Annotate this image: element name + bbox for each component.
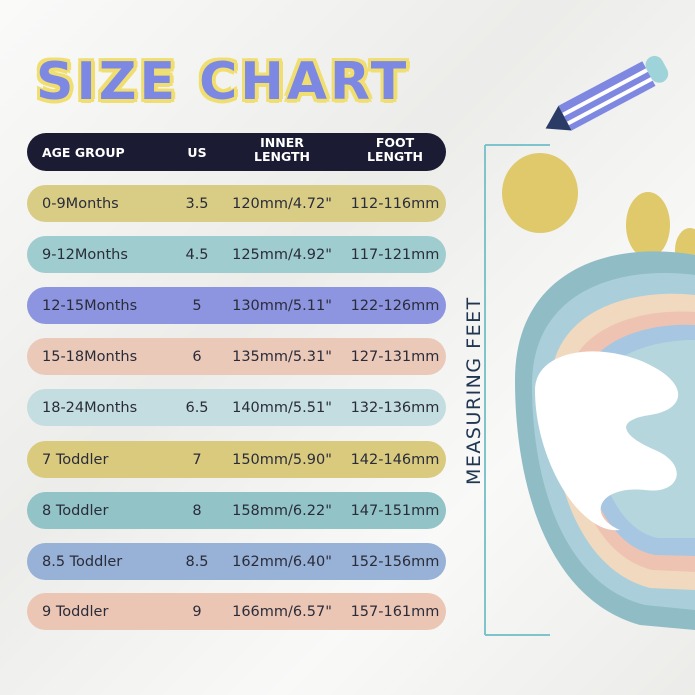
header-inner-2: LENGTH [254, 149, 310, 164]
table-row: 12-15Months 5 130mm/5.11" 122-126mm [27, 287, 446, 324]
age-cell: 9-12Months [42, 246, 128, 263]
inner-length-cell: 162mm/6.40" [232, 553, 332, 570]
table-header: AGE GROUP US INNER LENGTH FOOT LENGTH [27, 133, 446, 171]
table-row: 15-18Months 6 135mm/5.31" 127-131mm [27, 338, 446, 375]
inner-length-cell: 135mm/5.31" [232, 348, 332, 365]
table-row: 8 Toddler 8 158mm/6.22" 147-151mm [27, 492, 446, 529]
age-cell: 7 Toddler [42, 451, 109, 468]
age-cell: 8.5 Toddler [42, 553, 123, 570]
inner-length-cell: 140mm/5.51" [232, 399, 332, 416]
header-us: US [187, 145, 207, 160]
foot-length-cell: 122-126mm [350, 297, 440, 314]
header-inner-1: INNER [260, 135, 304, 150]
foot-length-cell: 112-116mm [350, 195, 440, 212]
foot-length-cell: 132-136mm [350, 399, 440, 416]
age-cell: 0-9Months [42, 195, 119, 212]
header-foot-1: FOOT [375, 135, 415, 150]
header-foot-length: FOOT LENGTH [345, 136, 445, 164]
foot-length-cell: 152-156mm [350, 553, 440, 570]
side-label: MEASURING FEET [463, 296, 485, 485]
table-row: 0-9Months 3.5 120mm/4.72" 112-116mm [27, 185, 446, 222]
us-size-cell: 5 [192, 297, 202, 314]
inner-length-cell: 158mm/6.22" [232, 502, 332, 519]
foot-length-cell: 147-151mm [350, 502, 440, 519]
us-size-cell: 9 [192, 603, 202, 620]
us-size-cell: 7 [192, 451, 202, 468]
us-size-cell: 8.5 [185, 553, 209, 570]
us-size-cell: 6.5 [185, 399, 209, 416]
inner-length-cell: 125mm/4.92" [232, 246, 332, 263]
header-inner-length: INNER LENGTH [217, 136, 347, 164]
age-cell: 15-18Months [42, 348, 138, 365]
table-row: 9 Toddler 9 166mm/6.57" 157-161mm [27, 593, 446, 630]
foot-length-cell: 142-146mm [350, 451, 440, 468]
us-size-cell: 3.5 [185, 195, 209, 212]
age-cell: 9 Toddler [42, 603, 109, 620]
header-age-group: AGE GROUP [42, 145, 125, 160]
us-size-cell: 4.5 [185, 246, 209, 263]
table-row: 9-12Months 4.5 125mm/4.92" 117-121mm [27, 236, 446, 273]
us-size-cell: 6 [192, 348, 202, 365]
header-foot-2: LENGTH [367, 149, 423, 164]
inner-length-cell: 150mm/5.90" [232, 451, 332, 468]
foot-length-cell: 127-131mm [350, 348, 440, 365]
table-row: 18-24Months 6.5 140mm/5.51" 132-136mm [27, 389, 446, 426]
inner-length-cell: 166mm/6.57" [232, 603, 332, 620]
age-cell: 8 Toddler [42, 502, 109, 519]
age-cell: 12-15Months [42, 297, 138, 314]
foot-shape [515, 251, 695, 630]
page-title: SIZE CHART [36, 52, 410, 112]
foot-length-cell: 157-161mm [350, 603, 440, 620]
pencil-icon [545, 55, 669, 131]
foot-length-cell: 117-121mm [350, 246, 440, 263]
table-row: 7 Toddler 7 150mm/5.90" 142-146mm [27, 441, 446, 478]
us-size-cell: 8 [192, 502, 202, 519]
age-cell: 18-24Months [42, 399, 138, 416]
foot-illustration: MEASURING FEET [463, 55, 695, 636]
ruler-lines [484, 144, 550, 636]
table-row: 8.5 Toddler 8.5 162mm/6.40" 152-156mm [27, 543, 446, 580]
inner-length-cell: 130mm/5.11" [232, 297, 332, 314]
inner-length-cell: 120mm/4.72" [232, 195, 332, 212]
